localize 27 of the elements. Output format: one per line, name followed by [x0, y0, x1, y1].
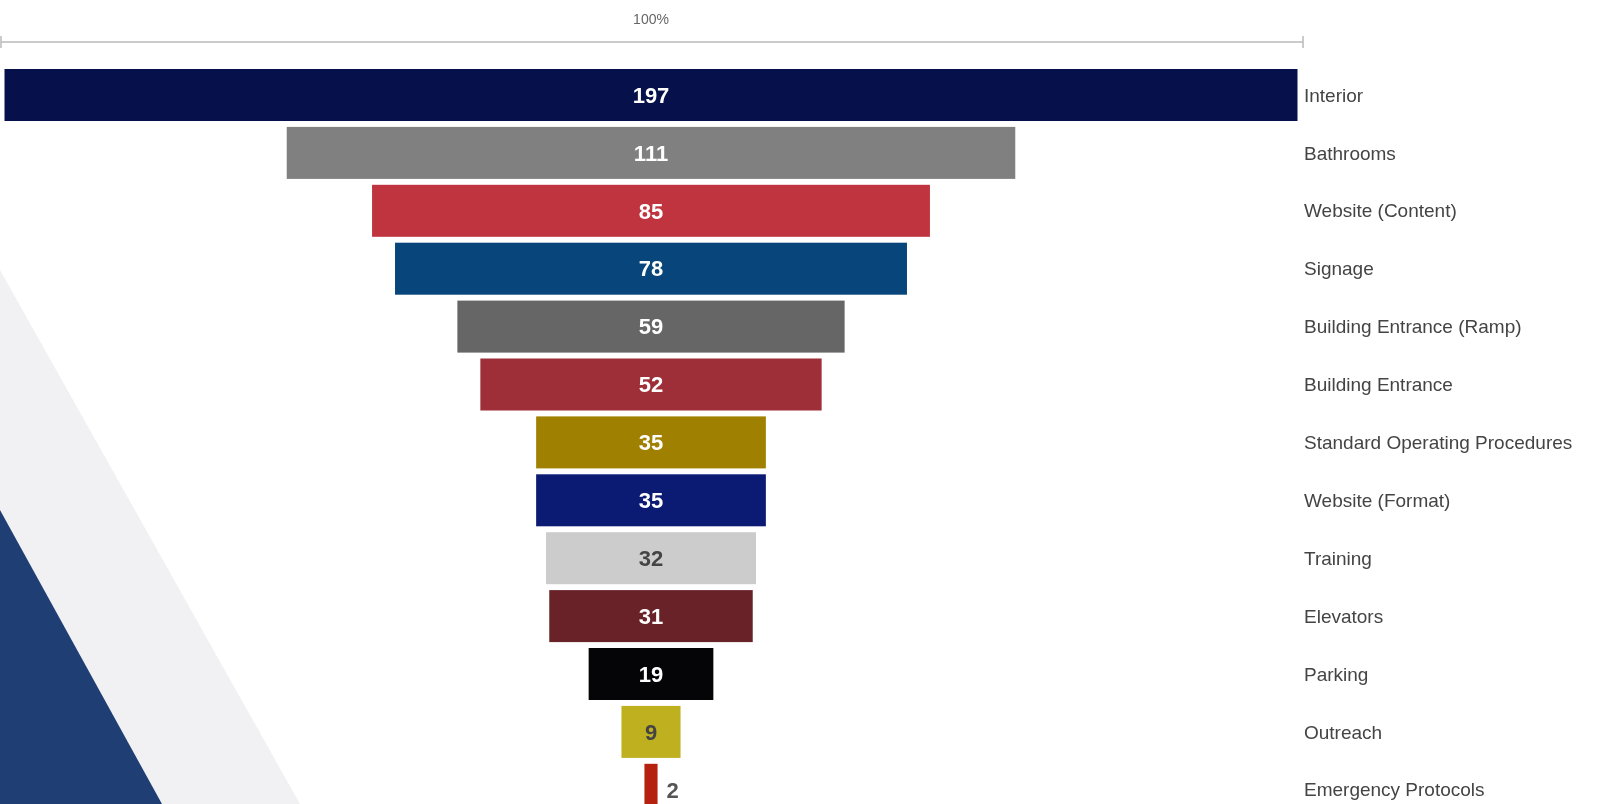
category-label: Website (Content)	[1304, 200, 1457, 222]
data-label: 9	[644, 719, 658, 745]
data-label: 78	[638, 256, 664, 282]
data-label: 19	[638, 661, 664, 687]
data-label: 35	[638, 430, 664, 456]
category-label: Elevators	[1304, 605, 1384, 627]
category-label: Training	[1304, 547, 1372, 569]
category-label: Building Entrance	[1304, 374, 1453, 396]
category-label: Signage	[1304, 258, 1374, 280]
data-label: 197	[632, 82, 670, 108]
category-label: Standard Operating Procedures	[1304, 432, 1573, 454]
category-label: Building Entrance (Ramp)	[1304, 316, 1522, 338]
category-label: Emergency Protocols	[1304, 779, 1485, 801]
data-label: 59	[638, 314, 664, 340]
data-label: 111	[633, 140, 669, 166]
category-label: Parking	[1304, 663, 1369, 685]
data-label: 32	[638, 545, 664, 571]
data-label: 35	[638, 488, 664, 513]
category-label: Website (Format)	[1304, 489, 1451, 511]
category-label: Interior	[1304, 84, 1364, 106]
category-label: Outreach	[1304, 721, 1383, 743]
data-label: 2	[666, 777, 679, 803]
data-label: 31	[638, 603, 664, 629]
category-label: Bathrooms	[1304, 142, 1396, 164]
data-label: 85	[638, 198, 664, 224]
data-label: 52	[638, 372, 664, 398]
text: 100%	[633, 11, 669, 27]
